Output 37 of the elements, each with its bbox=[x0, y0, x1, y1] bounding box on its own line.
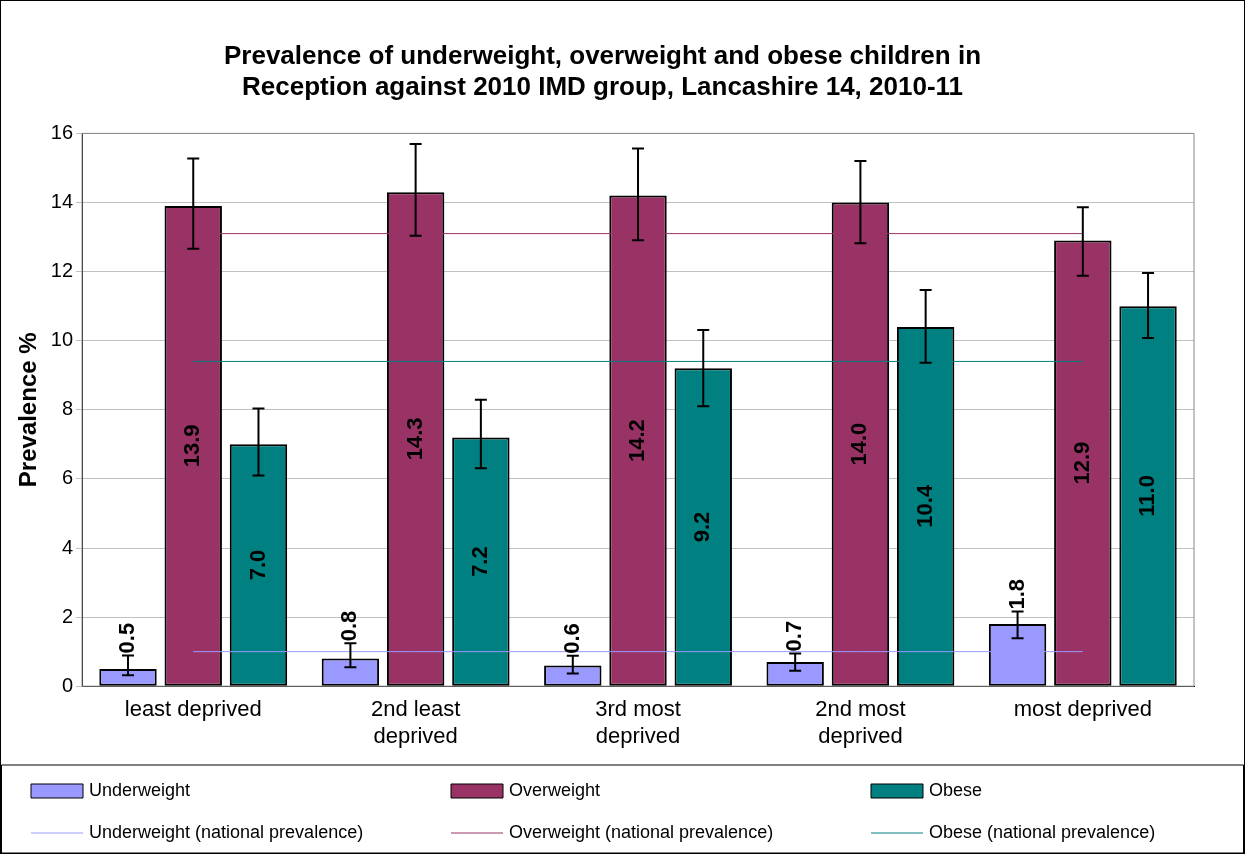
data-label: 10.4 bbox=[911, 484, 937, 528]
data-label: 0.7 bbox=[781, 620, 807, 652]
y-tick-label: 4 bbox=[61, 535, 74, 558]
y-axis-title: Prevalence % bbox=[14, 332, 42, 488]
data-label: 7.2 bbox=[466, 546, 492, 577]
x-tick-label: 3rd most deprived bbox=[595, 696, 681, 748]
data-label: 1.8 bbox=[1003, 578, 1029, 610]
data-label: 13.9 bbox=[179, 424, 205, 468]
data-label: 11.0 bbox=[1134, 475, 1160, 517]
legend-label: Obese (national prevalence) bbox=[929, 821, 1156, 842]
legend-label: Overweight (national prevalence) bbox=[509, 821, 774, 842]
y-tick-label: 14 bbox=[50, 190, 74, 213]
data-label: 12.9 bbox=[1068, 441, 1094, 485]
data-label: 0.6 bbox=[558, 623, 584, 654]
legend-label: Overweight bbox=[509, 779, 601, 800]
chart-title: Prevalence of underweight, overweight and obese children in Reception against 2010 IMD group, Lancashire 14, 2010-11 bbox=[223, 39, 982, 101]
data-label: 7.0 bbox=[244, 549, 270, 581]
y-tick-label: 6 bbox=[61, 466, 74, 489]
y-tick-label: 0 bbox=[61, 673, 74, 696]
data-label: 0.8 bbox=[336, 610, 362, 642]
data-label: 14.2 bbox=[624, 419, 650, 463]
legend-label: Underweight (national prevalence) bbox=[89, 821, 364, 842]
y-tick-label: 12 bbox=[50, 259, 74, 282]
y-tick-label: 8 bbox=[61, 397, 74, 420]
data-label: 9.2 bbox=[689, 511, 715, 543]
x-tick-label: most deprived bbox=[1013, 696, 1152, 722]
x-tick-label: least deprived bbox=[124, 696, 262, 722]
legend-label: Underweight bbox=[89, 779, 191, 800]
x-tick-label: 2nd most deprived bbox=[815, 696, 906, 748]
legend-label: Obese bbox=[929, 779, 983, 800]
y-tick-label: 16 bbox=[50, 120, 74, 143]
data-label: 14.0 bbox=[846, 422, 872, 466]
x-tick-label: 2nd least deprived bbox=[370, 696, 461, 748]
y-tick-label: 10 bbox=[50, 328, 74, 351]
y-tick-label: 2 bbox=[61, 604, 74, 627]
data-label: 14.3 bbox=[401, 417, 427, 461]
data-label: 0.5 bbox=[114, 622, 140, 654]
